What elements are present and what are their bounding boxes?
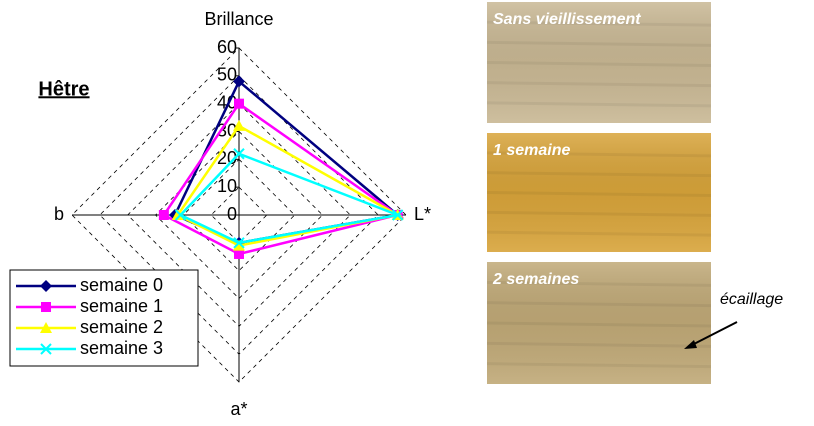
- axis-label: b: [54, 204, 64, 224]
- series-line: [178, 152, 403, 245]
- data-marker: [174, 209, 187, 221]
- axis-label: L*: [414, 204, 431, 224]
- annotation-arrow: [689, 321, 738, 347]
- data-marker: [234, 248, 244, 259]
- data-marker: [233, 75, 245, 88]
- tick-label: 50: [217, 65, 237, 85]
- legend-label: semaine 0: [80, 275, 163, 295]
- data-marker: [233, 237, 245, 249]
- grain-line: [486, 280, 712, 287]
- tick-label: 20: [217, 148, 237, 168]
- grid-ring: [210, 186, 268, 244]
- grain-line: [486, 20, 712, 27]
- data-marker: [158, 210, 169, 220]
- legend-marker: [41, 302, 51, 312]
- grain-line: [486, 40, 712, 47]
- grain-line: [486, 362, 712, 369]
- tick-label: 0: [227, 204, 237, 224]
- axis-label: Brillance: [204, 9, 273, 29]
- legend-marker: [40, 322, 52, 333]
- grain-line: [486, 151, 712, 158]
- data-marker: [233, 148, 245, 160]
- grain-line: [486, 210, 712, 217]
- data-marker: [171, 209, 184, 220]
- wood-grain: [487, 133, 711, 252]
- legend-label: semaine 2: [80, 317, 163, 337]
- grain-line: [486, 61, 712, 67]
- arrow-head: [684, 340, 697, 349]
- grain-line: [486, 301, 712, 308]
- series-line: [162, 101, 401, 256]
- grain-line: [486, 321, 712, 328]
- grain-line: [486, 101, 712, 108]
- legend-marker: [40, 280, 52, 292]
- grain-line: [486, 191, 712, 197]
- photo-label: 1 semaine: [493, 142, 570, 159]
- grain-line: [486, 171, 712, 178]
- tick-label: 10: [217, 176, 237, 196]
- data-marker: [234, 98, 244, 109]
- annotation: écaillage: [720, 291, 783, 308]
- wood-grain: [487, 262, 711, 384]
- grain-line: [486, 341, 712, 348]
- data-marker: [391, 209, 404, 221]
- tick-label: 60: [217, 37, 237, 57]
- photo-label: 2 semaines: [492, 271, 579, 288]
- legend-label: semaine 1: [80, 296, 163, 316]
- photos: Sans vieillissement 1 semaine 2 semaines: [486, 2, 712, 384]
- legend-marker: [40, 343, 52, 355]
- axis-label: a*: [230, 399, 247, 419]
- legend-label: semaine 3: [80, 338, 163, 358]
- data-marker: [233, 239, 245, 251]
- photo-label: Sans vieillissement: [493, 11, 641, 28]
- grain-line: [486, 81, 712, 88]
- wood-grain: [487, 2, 711, 123]
- grain-line: [486, 230, 712, 237]
- series-line: [173, 79, 401, 245]
- chart-title: Hêtre: [38, 78, 89, 100]
- data-marker: [233, 119, 245, 131]
